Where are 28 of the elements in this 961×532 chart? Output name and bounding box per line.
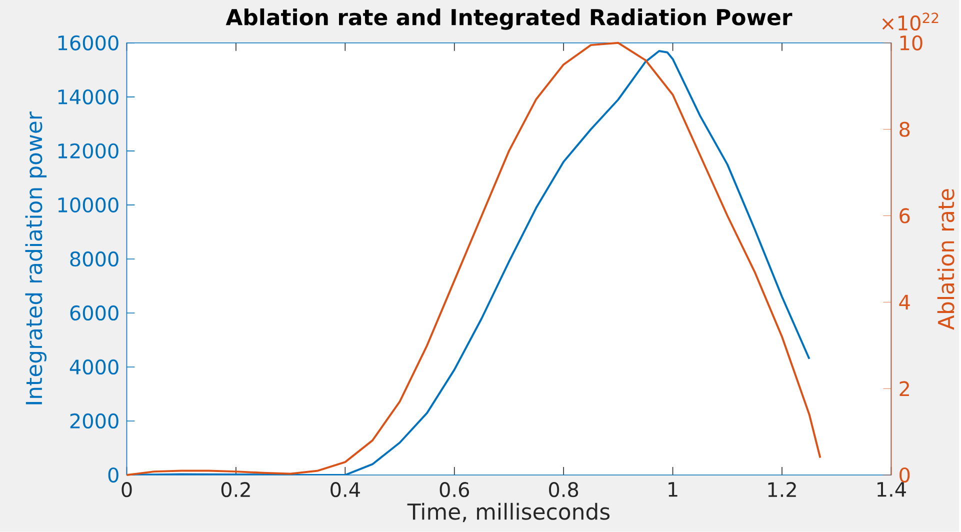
y2-tick-label: 10	[900, 35, 922, 50]
y2-tick-label: 6	[900, 208, 910, 224]
y2-tick-label: 8	[900, 122, 910, 137]
chart-title: Ablation rate and Integrated Radiation Power	[226, 8, 792, 30]
x-tick-label: 1.4	[878, 482, 906, 497]
text: ×10$^{22}$	[882, 12, 938, 31]
y2-tick-label: 2	[900, 381, 909, 396]
x-tick-label: 1.2	[768, 482, 796, 497]
x-tick-label: 1	[668, 482, 678, 497]
y-tick-label: 8000	[70, 251, 118, 267]
x-tick-label: 0.4	[330, 482, 360, 498]
y2-axis-title: Ablation rate	[937, 189, 954, 330]
y-tick-label: 4000	[70, 359, 118, 375]
y-tick-label: 6000	[70, 305, 118, 321]
y-tick-label: 2000	[70, 413, 118, 429]
y-axis-title: Integrated radiation power	[25, 112, 46, 404]
x-axis-title: Time, milliseconds	[407, 502, 610, 522]
x-tick-label: 0.8	[549, 482, 578, 498]
y2-tick-label: 4	[899, 294, 910, 310]
y-tick-label: 16000	[58, 35, 118, 50]
x-tick-label: 0.6	[440, 482, 469, 498]
y-tick-label: 0	[108, 468, 118, 483]
y-tick-label: 10000	[58, 197, 118, 213]
y-tick-label: 14000	[58, 89, 118, 105]
y2-tick-label: 0	[900, 467, 910, 483]
x-tick-label: 0	[122, 482, 132, 498]
x-tick-label: 0.2	[221, 482, 250, 498]
y-tick-label: 12000	[58, 143, 118, 159]
